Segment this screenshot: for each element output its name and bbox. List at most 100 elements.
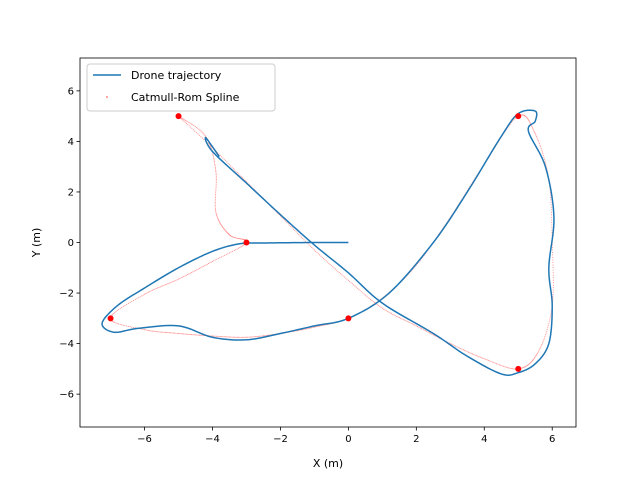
spline-point xyxy=(143,329,146,331)
spline-point xyxy=(160,331,163,333)
spline-point xyxy=(157,287,159,289)
spline-point xyxy=(175,279,177,281)
spline-point xyxy=(213,157,215,160)
spline-point xyxy=(316,326,318,328)
spline-point xyxy=(547,325,549,327)
spline-point xyxy=(326,261,329,263)
spline-point xyxy=(286,222,288,224)
spline-point xyxy=(308,327,310,329)
spline-point xyxy=(315,326,317,328)
spline-point xyxy=(184,275,186,277)
spline-point xyxy=(188,125,190,127)
spline-point xyxy=(232,336,234,338)
spline-point xyxy=(541,343,543,345)
spline-point xyxy=(223,158,225,160)
spline-point xyxy=(224,254,226,256)
spline-point xyxy=(317,253,319,255)
spline-point xyxy=(538,143,540,145)
spline-point xyxy=(257,335,259,337)
spline-point xyxy=(180,277,182,279)
spline-point xyxy=(115,322,117,324)
spline-point xyxy=(473,353,475,356)
spline-point xyxy=(512,368,514,370)
spline-point xyxy=(547,327,549,329)
spline-point xyxy=(309,327,312,329)
spline-point xyxy=(143,293,146,295)
spline-point xyxy=(193,270,195,272)
spline-point xyxy=(241,245,243,247)
spline-point xyxy=(210,261,212,263)
spline-point xyxy=(551,221,553,224)
spline-point xyxy=(126,303,128,306)
spline-point xyxy=(262,335,265,337)
plot-area xyxy=(79,57,577,428)
spline-point xyxy=(185,122,188,124)
spline-point xyxy=(187,124,189,126)
spline-point xyxy=(501,365,503,367)
spline-point xyxy=(167,332,169,334)
spline-point xyxy=(119,308,121,310)
spline-point xyxy=(529,362,531,365)
spline-point xyxy=(468,351,470,353)
legend: Drone trajectory Catmull-Rom Spline xyxy=(86,63,276,112)
spline-point xyxy=(481,357,483,359)
spline-point xyxy=(537,140,539,142)
spline-point xyxy=(539,348,541,350)
spline-point xyxy=(226,336,228,338)
y-tick-label: −4 xyxy=(59,339,74,350)
spline-point xyxy=(545,332,547,334)
spline-point xyxy=(538,350,540,352)
spline-point xyxy=(532,129,535,131)
spline-point xyxy=(224,229,226,231)
spline-point xyxy=(153,289,155,291)
spline-point xyxy=(396,315,398,317)
spline-point xyxy=(550,315,552,317)
spline-point xyxy=(215,210,217,212)
spline-point xyxy=(221,156,223,158)
spline-point xyxy=(129,326,131,328)
spline-point xyxy=(239,238,241,240)
spline-point xyxy=(192,271,194,273)
spline-point xyxy=(306,328,308,330)
spline-point xyxy=(311,327,313,329)
spline-point xyxy=(345,277,347,279)
x-tick-label: −2 xyxy=(273,434,288,445)
spline-point xyxy=(184,121,186,123)
waypoint-marker xyxy=(243,239,250,246)
spline-point xyxy=(119,323,121,325)
spline-point xyxy=(525,365,527,367)
spline-point xyxy=(184,333,186,335)
spline-point xyxy=(214,259,216,261)
spline-point xyxy=(243,336,245,338)
spline-point xyxy=(215,175,217,177)
spline-point xyxy=(196,269,198,271)
spline-point xyxy=(522,367,524,369)
spline-point xyxy=(217,219,220,221)
spline-point xyxy=(146,329,148,331)
spline-point xyxy=(215,174,217,176)
spline-point xyxy=(217,335,219,337)
spline-point xyxy=(489,360,491,362)
spline-point xyxy=(309,245,312,247)
spline-point xyxy=(549,317,551,319)
spline-point xyxy=(214,206,216,208)
spline-point xyxy=(142,294,144,296)
spline-point xyxy=(514,118,516,120)
spline-point xyxy=(471,353,474,355)
spline-point xyxy=(304,240,306,242)
spline-point xyxy=(514,368,516,370)
spline-point xyxy=(552,267,554,269)
spline-point xyxy=(529,122,531,124)
spline-point xyxy=(526,364,528,366)
spline-point xyxy=(543,156,545,158)
spline-point xyxy=(397,316,399,318)
spline-point xyxy=(138,297,140,299)
spline-point xyxy=(228,336,231,338)
spline-point xyxy=(162,331,164,333)
spline-point xyxy=(129,301,131,304)
spline-point xyxy=(197,268,199,270)
spline-point xyxy=(479,356,481,358)
spline-point xyxy=(170,282,172,284)
spline-point xyxy=(485,358,487,360)
